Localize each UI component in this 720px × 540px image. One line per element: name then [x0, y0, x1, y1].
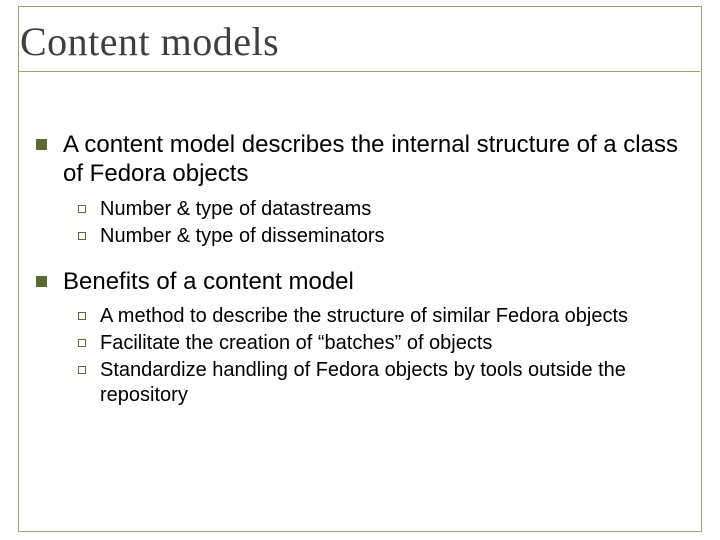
- bullet-item-l2: A method to describe the structure of si…: [78, 304, 684, 329]
- bullet-text: Benefits of a content model: [63, 267, 354, 296]
- body-region: A content model describes the internal s…: [36, 130, 684, 410]
- bullet-item-l2: Number & type of datastreams: [78, 197, 684, 222]
- bullet-item-l2: Number & type of disseminators: [78, 224, 684, 249]
- square-bullet-icon: [36, 276, 47, 287]
- title-region: Content models: [20, 18, 700, 72]
- bullet-item-l2: Standardize handling of Fedora objects b…: [78, 358, 684, 408]
- hollow-square-bullet-icon: [78, 205, 86, 213]
- bullet-text: Facilitate the creation of “batches” of …: [100, 331, 492, 356]
- bullet-text: Standardize handling of Fedora objects b…: [100, 358, 684, 408]
- title-rule: [18, 71, 700, 72]
- bullet-text: A content model describes the internal s…: [63, 130, 684, 189]
- spacer: [36, 251, 684, 267]
- hollow-square-bullet-icon: [78, 366, 86, 374]
- hollow-square-bullet-icon: [78, 232, 86, 240]
- bullet-item-l1: Benefits of a content model: [36, 267, 684, 296]
- bullet-item-l1: A content model describes the internal s…: [36, 130, 684, 189]
- square-bullet-icon: [36, 139, 47, 150]
- bullet-text: Number & type of disseminators: [100, 224, 385, 249]
- bullet-text: Number & type of datastreams: [100, 197, 371, 222]
- hollow-square-bullet-icon: [78, 339, 86, 347]
- hollow-square-bullet-icon: [78, 312, 86, 320]
- slide-title: Content models: [20, 18, 700, 65]
- slide: Content models A content model describes…: [0, 0, 720, 540]
- bullet-item-l2: Facilitate the creation of “batches” of …: [78, 331, 684, 356]
- bullet-text: A method to describe the structure of si…: [100, 304, 628, 329]
